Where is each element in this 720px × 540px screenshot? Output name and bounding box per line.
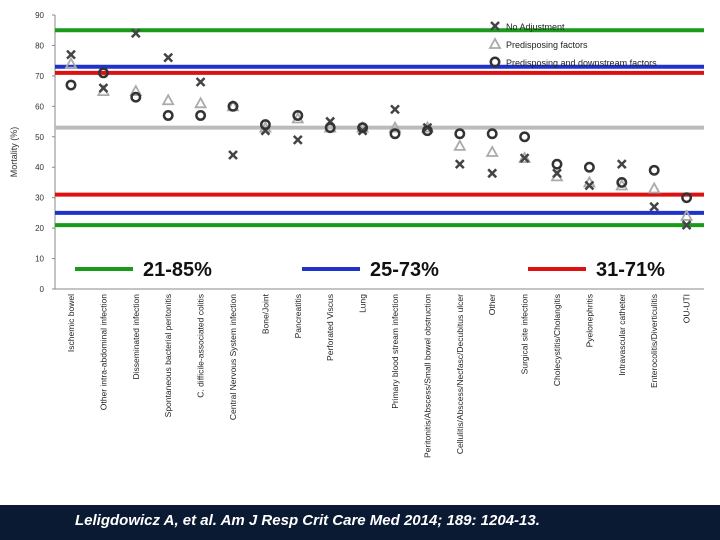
data-point-triangle	[388, 120, 402, 133]
x-tick-labels: Ischemic bowel Other intra-abdominal infe…	[66, 293, 692, 458]
data-point-circle	[162, 110, 174, 121]
data-point-circle	[454, 128, 466, 140]
data-point-x	[66, 49, 76, 60]
legend-label: No Adjustment	[506, 22, 565, 32]
data-point-triangle	[129, 84, 143, 97]
data-point-circle	[583, 161, 595, 173]
x-tick-label: C. difficile-associated colitis	[196, 294, 206, 398]
reference-lines	[55, 28, 704, 228]
data-point-x	[681, 220, 692, 230]
data-point-triangle	[194, 96, 208, 109]
series-markers	[64, 28, 694, 230]
data-point-x	[228, 150, 238, 160]
data-point-triangle	[485, 145, 499, 157]
x-tick-label: Pyelonephritis	[584, 294, 594, 347]
y-tick-label: 30	[35, 194, 44, 203]
y-tick-label: 70	[35, 72, 44, 81]
mortality-chart-svg: 0 10 20 30 40 50 60 70 80 90 Mortality (%) No Adju…	[9, 11, 704, 458]
range-label: 21-85%	[143, 259, 212, 281]
data-point-triangle	[680, 209, 694, 221]
range-label: 31-71%	[596, 259, 665, 281]
data-point-x	[163, 52, 174, 63]
legend-label: Predisposing and downstream factors	[506, 58, 657, 68]
legend-marker	[490, 21, 500, 31]
data-point-circle	[259, 119, 271, 131]
data-point-circle	[130, 91, 142, 103]
axes: 0 10 20 30 40 50 60 70 80 90 Mortality (%)	[9, 11, 704, 294]
data-point-x	[616, 159, 627, 170]
y-tick-label: 90	[35, 11, 44, 20]
x-tick-label: Lung	[358, 294, 368, 313]
data-point-circle	[551, 158, 563, 170]
x-tick-label: Spontaneous bacterial peritonitis	[163, 294, 173, 417]
data-point-x	[454, 159, 465, 170]
data-point-x	[98, 83, 109, 93]
data-point-circle	[195, 110, 207, 121]
data-point-triangle	[453, 139, 467, 151]
range-labels: 21-85% 25-73% 31-71%	[75, 259, 665, 281]
data-point-circle	[681, 192, 693, 204]
data-point-x	[390, 104, 400, 115]
data-point-x	[292, 134, 303, 145]
y-tick-label: 60	[35, 102, 44, 111]
x-tick-label: Central Nervous System infection	[228, 294, 238, 420]
data-point-triangle	[647, 181, 661, 194]
x-tick-label: Intravascular catheter	[617, 294, 627, 376]
x-tick-label: Bone/Joint	[260, 293, 270, 334]
x-tick-label: Other	[487, 294, 497, 315]
data-point-x	[649, 201, 660, 212]
chart: 0 10 20 30 40 50 60 70 80 90 Mortality (%) No Adju…	[9, 11, 704, 458]
data-point-circle	[292, 110, 304, 121]
data-point-circle	[486, 128, 498, 140]
data-point-x	[487, 168, 498, 179]
data-point-circle	[389, 128, 401, 140]
data-point-circle	[648, 164, 660, 176]
data-point-triangle	[518, 151, 532, 163]
x-tick-label: Ischemic bowel	[66, 294, 76, 352]
y-tick-label: 20	[35, 224, 44, 233]
data-point-x	[584, 180, 595, 191]
data-point-circle	[97, 67, 109, 79]
x-tick-label: Enterocolitis/Diverticulitis	[649, 294, 659, 388]
x-tick-label: Perforated Viscus	[325, 294, 335, 361]
data-point-circle	[227, 100, 239, 112]
data-point-circle	[519, 131, 531, 143]
footer-bar	[0, 505, 720, 540]
legend-marker	[489, 56, 501, 68]
data-point-x	[195, 77, 206, 87]
data-point-x	[130, 28, 141, 39]
data-point-circle	[616, 176, 628, 188]
data-point-circle	[357, 122, 369, 134]
legend-marker	[488, 37, 502, 49]
data-point-triangle	[64, 56, 78, 69]
data-point-x	[552, 168, 562, 179]
y-tick-label: 80	[35, 41, 44, 50]
x-tick-label: Cholecystitis/Cholangitis	[552, 294, 562, 386]
x-tick-label: Disseminated infection	[131, 294, 141, 380]
data-point-x	[519, 153, 530, 163]
x-tick-label: Peritonitis/Abscess/Small bowel obstruct…	[422, 294, 432, 458]
legend-label: Predisposing factors	[506, 40, 588, 50]
x-tick-label: Surgical site infection	[520, 294, 530, 375]
range-label: 25-73%	[370, 259, 439, 281]
data-point-circle	[421, 125, 433, 137]
data-point-triangle	[161, 93, 175, 106]
x-tick-label: Other intra-abdominal infection	[98, 294, 108, 411]
x-tick-label: Pancreatitis	[293, 294, 303, 338]
y-tick-label: 50	[35, 133, 44, 142]
citation-text: Leligdowicz A, et al. Am J Resp Crit Car…	[75, 512, 540, 529]
y-tick-label: 10	[35, 255, 44, 264]
y-tick-label: 40	[35, 163, 44, 172]
legend: No Adjustment Predisposing factors Predisp…	[488, 21, 657, 68]
x-tick-label: OU-UTI	[682, 294, 692, 323]
y-axis-label: Mortality (%)	[9, 127, 19, 178]
y-tick-label: 0	[40, 285, 45, 294]
data-point-circle	[324, 122, 336, 134]
x-tick-label: Primary blood stream infection	[390, 294, 400, 409]
data-point-circle	[65, 79, 77, 91]
x-tick-label: Cellulitis/Abscess/Necfasc/Decubitus ulc…	[455, 294, 465, 454]
